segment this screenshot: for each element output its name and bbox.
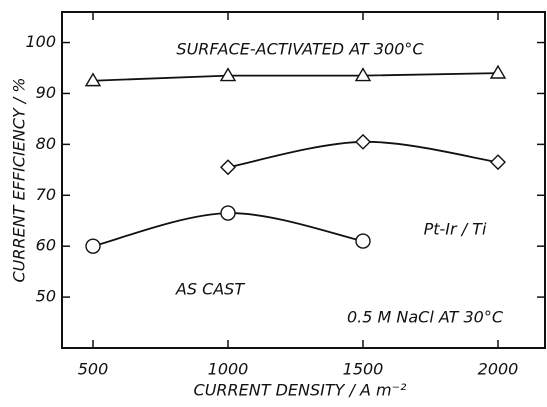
plot-frame [61, 11, 546, 349]
diamond-marker [220, 159, 236, 176]
x-tick-label: 2000 [478, 360, 519, 379]
series-label: SURFACE-ACTIVATED AT 300°C [176, 40, 424, 59]
y-tick-label: 80 [36, 134, 56, 153]
y-tick-label: 70 [36, 185, 56, 204]
y-tick-label: 60 [36, 236, 56, 255]
diamond-marker [490, 154, 506, 171]
y-axis-label: CURRENT EFFICIENCY / % [10, 78, 29, 283]
y-tick-label: 50 [36, 287, 56, 306]
y-tick-label: 90 [36, 83, 56, 102]
x-tick-label: 1500 [343, 360, 384, 379]
annotation: 0.5 M NaCl AT 30°C [347, 308, 504, 327]
circle-marker [85, 238, 101, 254]
series-line [92, 72, 499, 82]
x-tick-label: 1000 [208, 360, 249, 379]
x-tick-label: 500 [78, 360, 109, 379]
x-axis-label: CURRENT DENSITY / A m⁻² [194, 381, 408, 400]
triangle-marker [489, 64, 507, 79]
diamond-marker [355, 133, 371, 150]
triangle-marker [354, 67, 372, 82]
series-label: AS CAST [175, 280, 245, 299]
triangle-marker [219, 67, 237, 82]
circle-marker [220, 205, 236, 221]
y-tick-label: 100 [25, 32, 56, 51]
circle-marker [355, 233, 371, 249]
triangle-marker [84, 72, 102, 87]
series-label: Pt-Ir / Ti [424, 220, 487, 239]
